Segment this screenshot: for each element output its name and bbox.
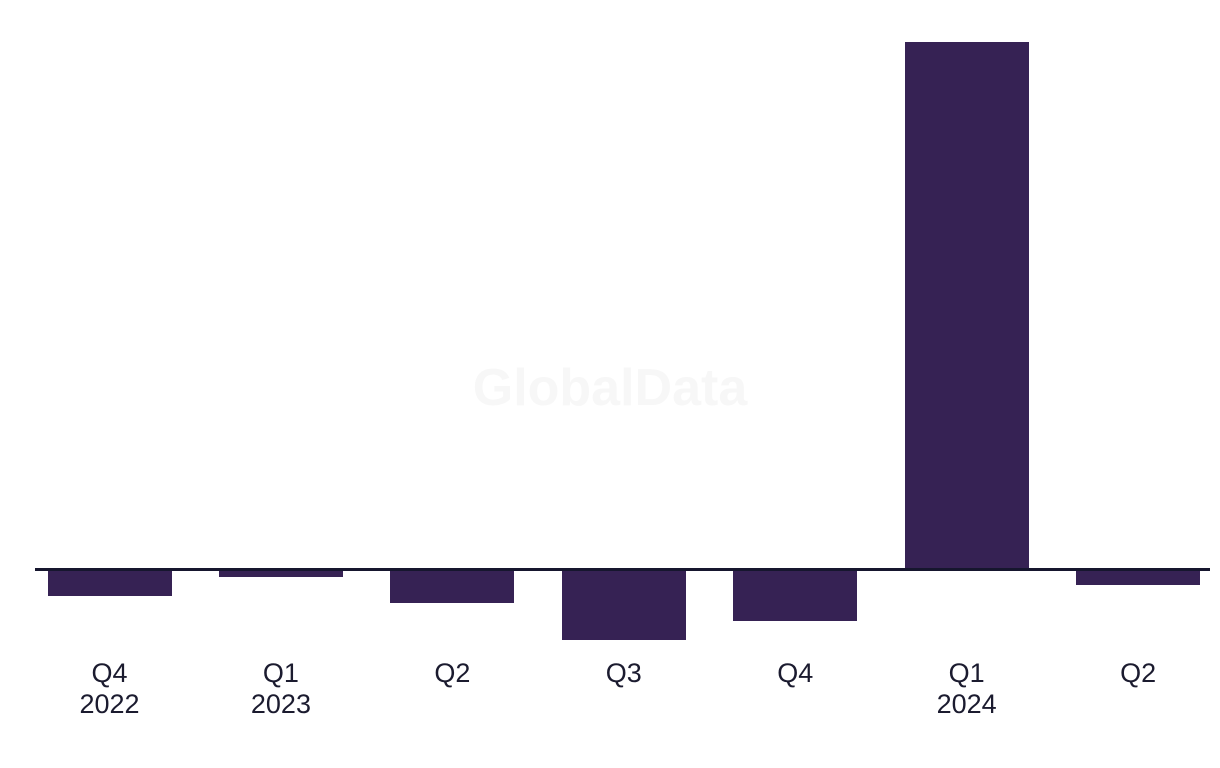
x-tick-label-q4-2022: Q4 2022	[30, 658, 190, 720]
x-tick-label-q1-2023: Q1 2023	[201, 658, 361, 720]
x-tick-label-line: Q2	[1120, 658, 1157, 688]
bar-q4-2023	[733, 569, 858, 621]
x-tick-label-q2-2023: Q2	[372, 658, 532, 689]
bar-q3-2023	[561, 569, 686, 641]
x-tick-label-line: 2022	[79, 689, 140, 719]
x-tick-label-line: Q4	[777, 658, 814, 688]
bar-q1-2024	[904, 41, 1029, 570]
x-tick-label-line: 2023	[250, 689, 311, 719]
bar-q1-2023	[218, 569, 343, 578]
bar-q2-2023	[390, 569, 515, 604]
globaldata-watermark: GlobalData	[472, 359, 748, 417]
x-tick-label-q2-2024: Q2	[1058, 658, 1218, 689]
x-tick-label-line: Q2	[434, 658, 471, 688]
x-tick-label-q3-2023: Q3	[544, 658, 704, 689]
x-tick-label-line: Q3	[605, 658, 642, 688]
x-tick-label-line: Q1	[948, 658, 985, 688]
x-tick-label-line: 2024	[936, 689, 997, 719]
x-tick-label-line: Q4	[91, 658, 128, 688]
x-tick-label-line: Q1	[262, 658, 299, 688]
bar-q4-2022	[47, 569, 172, 597]
x-tick-label-q4-2023: Q4	[715, 658, 875, 689]
bar-q2-2024	[1076, 569, 1201, 586]
x-tick-label-q1-2024: Q1 2024	[887, 658, 1047, 720]
x-axis-line	[34, 568, 1210, 571]
